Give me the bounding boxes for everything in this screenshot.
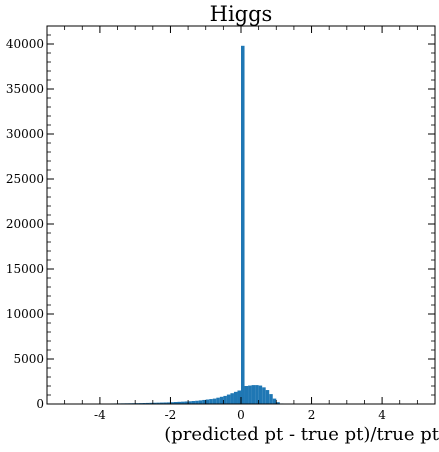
chart-title: Higgs: [210, 2, 273, 26]
histogram-bar: [269, 394, 273, 404]
histogram-bar: [255, 385, 259, 404]
histogram-bar: [266, 390, 270, 404]
histogram-bar: [223, 396, 227, 404]
x-axis-label: (predicted pt - true pt)/true pt: [164, 424, 439, 445]
histogram-bar: [209, 399, 213, 404]
axes: -4 -2 0 2 4 0 5000 10000 15000 20000 25000 30000 350…: [6, 26, 435, 422]
histogram-bar: [199, 400, 203, 404]
x-tick-label: 2: [308, 408, 316, 422]
y-tick-label: 30000: [6, 127, 44, 141]
histogram-bars: [65, 46, 298, 404]
x-tick-label: 4: [378, 408, 386, 422]
y-tick-label: 20000: [6, 217, 44, 231]
x-tick-label: -2: [165, 408, 177, 422]
histogram-bar: [220, 397, 224, 404]
histogram-bar: [259, 386, 263, 404]
y-tick-label: 40000: [6, 37, 44, 51]
histogram-bar: [202, 400, 206, 404]
histogram-bar: [213, 399, 217, 404]
histogram-bar: [241, 46, 245, 404]
y-tick-label: 25000: [6, 172, 44, 186]
histogram-bar: [216, 398, 220, 404]
y-tick-label: 10000: [6, 307, 44, 321]
histogram-bar: [245, 386, 249, 404]
x-tick-label: -4: [94, 408, 106, 422]
y-tick-label: 5000: [13, 352, 44, 366]
y-tick-label: 35000: [6, 82, 44, 96]
histogram-bar: [273, 399, 277, 404]
histogram-bar: [234, 392, 238, 404]
histogram-bar: [237, 391, 241, 405]
histogram-bar: [206, 400, 210, 405]
histogram-bar: [248, 386, 252, 404]
histogram-bar: [230, 393, 234, 404]
histogram-bar: [252, 385, 256, 404]
y-tick-label: 15000: [6, 262, 44, 276]
x-tick-label: 0: [237, 408, 245, 422]
y-tick-label: 0: [36, 397, 44, 411]
histogram-bar: [227, 395, 231, 404]
histogram-bar: [262, 387, 266, 404]
